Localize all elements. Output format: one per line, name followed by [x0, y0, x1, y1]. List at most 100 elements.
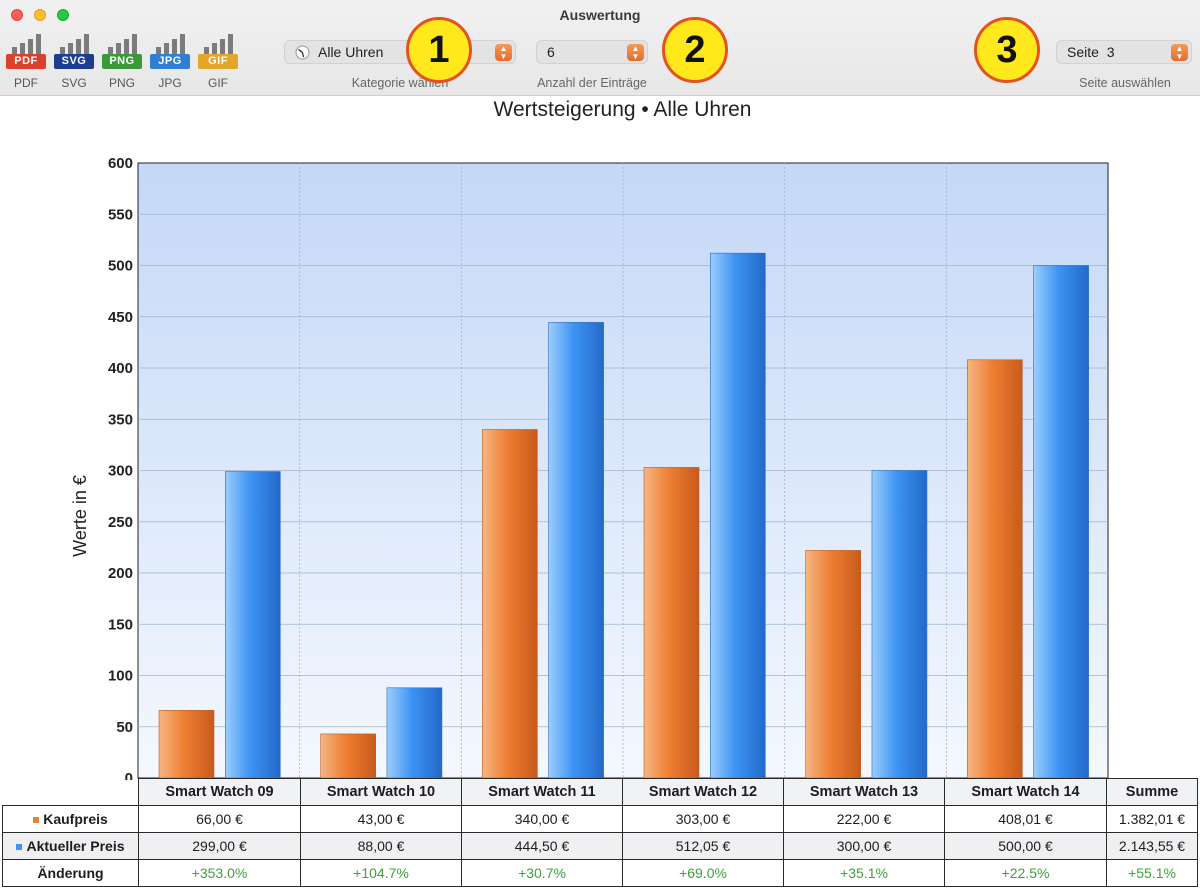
row-label-text: Aktueller Preis [26, 838, 125, 854]
png-tag: PNG [102, 54, 142, 69]
annotation-badge-2: 2 [662, 17, 728, 83]
data-table: Smart Watch 09 Smart Watch 10 Smart Watc… [2, 778, 1198, 887]
table-cell: +104.7% [300, 859, 462, 887]
export-pdf-button[interactable]: PDF PDF [4, 32, 48, 92]
export-label: PDF [14, 76, 38, 90]
y-tick-label: 450 [108, 309, 133, 326]
entries-label: Anzahl der Einträge [537, 76, 647, 90]
legend-swatch-blue [16, 844, 23, 850]
y-tick-label: 350 [108, 411, 133, 428]
column-header: Smart Watch 11 [461, 778, 623, 806]
bar-aktueller-preis [1033, 265, 1089, 779]
table-cell: 500,00 € [944, 832, 1107, 860]
table-cell: 300,00 € [783, 832, 945, 860]
column-header: Smart Watch 13 [783, 778, 945, 806]
table-cell: 66,00 € [138, 805, 301, 833]
bar-aktueller-preis [386, 687, 443, 779]
bar-aktueller-preis [548, 322, 604, 779]
table-cell: +30.7% [461, 859, 623, 887]
table-cell: 88,00 € [300, 832, 462, 860]
table-cell: 222,00 € [783, 805, 945, 833]
jpg-tag: JPG [150, 54, 190, 69]
bar-kaufpreis [482, 429, 538, 779]
updown-arrows-icon: ▲ ▼ [495, 44, 512, 61]
table-header-row: Smart Watch 09 Smart Watch 10 Smart Watc… [2, 778, 1198, 806]
table-row-aktueller-preis: Aktueller Preis 299,00 € 88,00 € 444,50 … [2, 832, 1198, 860]
bar-aktueller-preis [871, 470, 928, 779]
column-header-sum: Summe [1106, 778, 1198, 806]
bar-chart: 0 50 100 150 200 250 300 350 400 450 500 550 600 Wer… [70, 155, 1109, 780]
y-tick-label: 500 [108, 258, 133, 275]
table-cell-sum: +55.1% [1106, 859, 1198, 887]
y-tick-label: 550 [108, 206, 133, 223]
bar-chart-icon [204, 34, 234, 54]
entries-select[interactable]: 6 ▲ ▼ [536, 40, 648, 64]
page-select[interactable]: Seite 3 ▲ ▼ [1056, 40, 1192, 64]
pdf-tag: PDF [6, 54, 46, 69]
table-cell: +35.1% [783, 859, 945, 887]
export-label: SVG [61, 76, 87, 90]
export-label: PNG [108, 76, 135, 90]
export-label: JPG [158, 76, 182, 90]
toolbar: Auswertung PDF PDF SVG SVG PNG PNG JPG J… [0, 0, 1200, 96]
table-row-aenderung: Änderung +353.0% +104.7% +30.7% +69.0% +… [2, 859, 1198, 887]
table-cell: 43,00 € [300, 805, 462, 833]
y-tick-label: 100 [108, 668, 133, 685]
y-tick-label: 200 [108, 565, 133, 582]
table-cell: 303,00 € [622, 805, 784, 833]
annotation-badge-1: 1 [406, 17, 472, 83]
entries-value: 6 [547, 44, 555, 60]
table-cell: 512,05 € [622, 832, 784, 860]
table-cell-sum: 2.143,55 € [1106, 832, 1198, 860]
bar-aktueller-preis [225, 471, 281, 779]
svg-tag: SVG [54, 54, 94, 69]
updown-arrows-icon: ▲ ▼ [1171, 44, 1188, 61]
table-cell-sum: 1.382,01 € [1106, 805, 1198, 833]
table-cell: 408,01 € [944, 805, 1107, 833]
window-title: Auswertung [559, 7, 641, 23]
y-tick-label: 600 [108, 155, 133, 172]
close-button[interactable] [11, 9, 23, 21]
export-label: GIF [208, 76, 228, 90]
minimize-button[interactable] [34, 9, 46, 21]
table-cell: +69.0% [622, 859, 784, 887]
bar-kaufpreis [967, 359, 1023, 779]
annotation-badge-3: 3 [974, 17, 1040, 83]
zoom-button[interactable] [57, 9, 69, 21]
bar-aktueller-preis [709, 252, 766, 779]
category-select[interactable]: Alle Uhren ▲ ▼ [284, 40, 516, 64]
column-header: Smart Watch 09 [138, 778, 301, 806]
category-label: Kategorie wählen [351, 76, 449, 90]
y-tick-label: 250 [108, 514, 133, 531]
export-jpg-button[interactable]: JPG JPG [148, 32, 192, 92]
export-svg-button[interactable]: SVG SVG [52, 32, 96, 92]
column-header: Smart Watch 14 [944, 778, 1107, 806]
table-row-kaufpreis: Kaufpreis 66,00 € 43,00 € 340,00 € 303,0… [2, 805, 1198, 833]
y-tick-label: 400 [108, 360, 133, 377]
table-cell: +353.0% [138, 859, 301, 887]
table-cell: +22.5% [944, 859, 1107, 887]
y-tick-label: 300 [108, 463, 133, 480]
bar-chart-icon [156, 34, 186, 54]
y-tick-label: 50 [116, 719, 133, 736]
category-value: Alle Uhren [318, 44, 384, 60]
table-cell: 299,00 € [138, 832, 301, 860]
export-gif-button[interactable]: GIF GIF [196, 32, 240, 92]
column-header: Smart Watch 12 [622, 778, 784, 806]
export-png-button[interactable]: PNG PNG [100, 32, 144, 92]
chart-title: Wertsteigerung • Alle Uhren [493, 98, 752, 121]
column-header: Smart Watch 10 [300, 778, 462, 806]
bar-kaufpreis [805, 550, 861, 779]
row-label: Kaufpreis [2, 805, 139, 833]
bar-kaufpreis [320, 733, 376, 779]
table-cell: 444,50 € [461, 832, 623, 860]
bar-chart-icon [108, 34, 138, 54]
row-label: Aktueller Preis [2, 832, 139, 860]
y-axis-label: Werte in € [70, 475, 90, 557]
clock-icon [295, 45, 310, 60]
updown-arrows-icon: ▲ ▼ [627, 44, 644, 61]
table-corner [2, 778, 139, 806]
page-value: Seite 3 [1067, 44, 1115, 60]
bar-kaufpreis [643, 467, 700, 779]
y-tick-label: 0 [125, 770, 133, 780]
